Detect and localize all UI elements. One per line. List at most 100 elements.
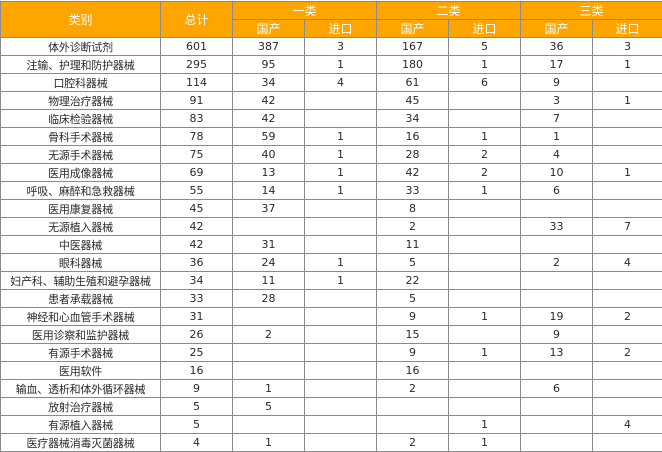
cell-category: 无源手术器械 (1, 146, 161, 164)
cell-class1-domestic: 40 (233, 146, 305, 164)
cell-class1-domestic: 42 (233, 92, 305, 110)
cell-class1-domestic (233, 362, 305, 380)
cell-category: 神经和心血管手术器械 (1, 308, 161, 326)
cell-class3-domestic (521, 290, 593, 308)
cell-category: 输血、透析和体外循环器械 (1, 380, 161, 398)
cell-class2-imported: 2 (449, 146, 521, 164)
cell-class3-domestic (521, 272, 593, 290)
cell-category: 医用康复器械 (1, 200, 161, 218)
cell-class1-imported (305, 344, 377, 362)
cell-class1-imported: 1 (305, 56, 377, 74)
cell-class3-domestic: 6 (521, 182, 593, 200)
cell-class1-imported: 1 (305, 164, 377, 182)
cell-class2-domestic: 42 (377, 164, 449, 182)
cell-category: 呼吸、麻醉和急救器械 (1, 182, 161, 200)
cell-total: 295 (161, 56, 233, 74)
cell-class1-domestic: 34 (233, 74, 305, 92)
cell-class3-domestic: 7 (521, 110, 593, 128)
header-imported: 进口 (593, 20, 662, 38)
cell-class3-imported: 2 (593, 308, 662, 326)
cell-class2-imported (449, 272, 521, 290)
cell-class3-imported: 4 (593, 416, 662, 434)
cell-class1-imported (305, 236, 377, 254)
cell-class2-domestic (377, 416, 449, 434)
cell-class1-imported (305, 434, 377, 452)
cell-category: 无源植入器械 (1, 218, 161, 236)
cell-total: 5 (161, 398, 233, 416)
cell-class2-imported: 2 (449, 164, 521, 182)
cell-class2-imported (449, 92, 521, 110)
cell-total: 91 (161, 92, 233, 110)
cell-category: 医疗器械消毒灭菌器械 (1, 434, 161, 452)
cell-category: 医用诊察和监护器械 (1, 326, 161, 344)
cell-class1-imported (305, 110, 377, 128)
cell-class3-imported (593, 290, 662, 308)
cell-class3-imported (593, 362, 662, 380)
cell-class3-imported (593, 272, 662, 290)
cell-class1-domestic (233, 308, 305, 326)
cell-category: 口腔科器械 (1, 74, 161, 92)
cell-category: 放射治疗器械 (1, 398, 161, 416)
cell-category: 有源植入器械 (1, 416, 161, 434)
cell-class3-domestic: 10 (521, 164, 593, 182)
cell-class2-domestic: 11 (377, 236, 449, 254)
cell-category: 物理治疗器械 (1, 92, 161, 110)
cell-class1-domestic: 28 (233, 290, 305, 308)
cell-class2-domestic: 28 (377, 146, 449, 164)
cell-total: 75 (161, 146, 233, 164)
cell-class2-imported (449, 398, 521, 416)
cell-class2-domestic: 16 (377, 128, 449, 146)
header-imported: 进口 (305, 20, 377, 38)
cell-class2-domestic: 167 (377, 38, 449, 56)
cell-class1-domestic: 13 (233, 164, 305, 182)
cell-class1-domestic: 42 (233, 110, 305, 128)
cell-category: 注输、护理和防护器械 (1, 56, 161, 74)
cell-class2-imported: 1 (449, 344, 521, 362)
cell-class2-imported (449, 362, 521, 380)
cell-class3-imported (593, 434, 662, 452)
cell-class1-imported (305, 416, 377, 434)
cell-class3-domestic: 1 (521, 128, 593, 146)
cell-category: 中医器械 (1, 236, 161, 254)
cell-class1-domestic: 59 (233, 128, 305, 146)
cell-class2-domestic: 45 (377, 92, 449, 110)
cell-total: 4 (161, 434, 233, 452)
cell-class2-imported (449, 236, 521, 254)
cell-class1-imported: 3 (305, 38, 377, 56)
cell-category: 患者承载器械 (1, 290, 161, 308)
cell-class2-domestic: 61 (377, 74, 449, 92)
cell-class3-imported: 1 (593, 92, 662, 110)
cell-class2-imported (449, 200, 521, 218)
cell-class2-imported (449, 254, 521, 272)
cell-class2-imported (449, 326, 521, 344)
cell-class3-domestic: 13 (521, 344, 593, 362)
cell-class3-domestic (521, 236, 593, 254)
cell-class1-imported (305, 380, 377, 398)
cell-class3-imported (593, 398, 662, 416)
cell-class2-imported (449, 290, 521, 308)
cell-class1-domestic (233, 218, 305, 236)
cell-class2-domestic: 9 (377, 344, 449, 362)
cell-total: 601 (161, 38, 233, 56)
cell-total: 5 (161, 416, 233, 434)
cell-class1-domestic: 2 (233, 326, 305, 344)
cell-class1-imported: 1 (305, 146, 377, 164)
cell-class3-domestic: 33 (521, 218, 593, 236)
cell-class1-domestic: 37 (233, 200, 305, 218)
cell-class1-imported (305, 362, 377, 380)
cell-class2-domestic: 5 (377, 290, 449, 308)
cell-category: 眼科器械 (1, 254, 161, 272)
cell-class3-imported (593, 128, 662, 146)
cell-class1-domestic: 1 (233, 434, 305, 452)
cell-class3-imported (593, 326, 662, 344)
cell-class1-imported: 1 (305, 128, 377, 146)
